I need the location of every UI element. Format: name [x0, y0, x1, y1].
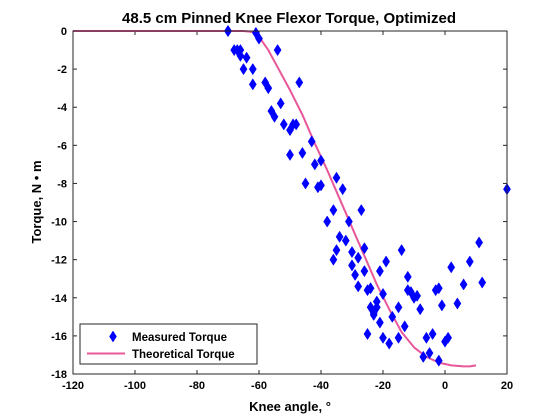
x-tick-label: -40: [313, 380, 329, 392]
y-tick-label: -12: [51, 255, 67, 267]
legend-label-measured-torque: Measured Torque: [132, 332, 227, 344]
y-tick-label: -16: [51, 331, 67, 343]
y-tick-label: -14: [51, 293, 68, 305]
y-tick-label: 0: [61, 26, 67, 38]
chart-title: 48.5 cm Pinned Knee Flexor Torque, Optim…: [122, 10, 456, 27]
y-tick-label: -18: [51, 369, 67, 381]
y-tick-label: -4: [57, 102, 68, 114]
x-tick-label: -120: [62, 380, 84, 392]
y-tick-label: -10: [51, 217, 67, 229]
x-tick-label: -80: [189, 380, 205, 392]
x-tick-label: -60: [251, 380, 267, 392]
y-tick-label: -8: [57, 178, 67, 190]
x-tick-label: -100: [124, 380, 146, 392]
y-tick-label: -6: [57, 140, 67, 152]
legend-label-theoretical-torque: Theoretical Torque: [132, 349, 235, 361]
plot-background: [73, 31, 507, 374]
y-tick-label: -2: [57, 64, 67, 76]
y-axis-label: Torque, N • m: [29, 160, 44, 243]
x-tick-label: 0: [442, 380, 448, 392]
x-tick-label: 20: [501, 380, 513, 392]
legend: Measured Torque Theoretical Torque: [80, 324, 257, 364]
x-tick-label: -20: [375, 380, 391, 392]
x-axis-label: Knee angle, °: [249, 399, 331, 414]
